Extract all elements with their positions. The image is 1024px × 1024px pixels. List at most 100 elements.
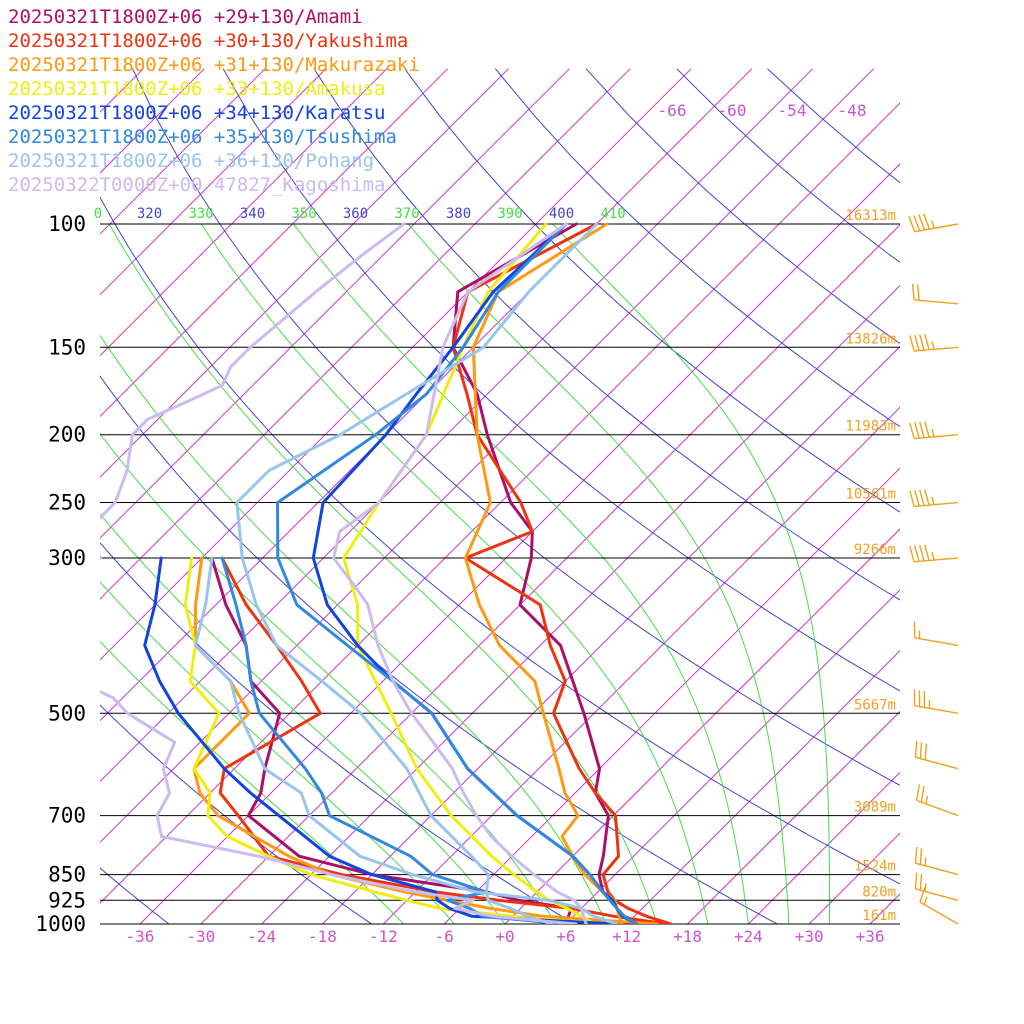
height-label: 11983m (845, 419, 896, 435)
height-label: 3089m (854, 800, 896, 816)
wind-barb (909, 544, 959, 563)
pressure-label: 925 (48, 888, 86, 912)
wind-barb (913, 621, 959, 647)
dewpoint-profile-line (143, 556, 618, 924)
dry-adiabat-line (100, 704, 372, 924)
temperature-profile-line (451, 222, 673, 924)
temperature-profile-line (332, 222, 588, 924)
isotherm-line (100, 68, 266, 235)
isotherm-line (626, 649, 900, 924)
wind-barb (919, 886, 959, 925)
temperature-tick-label: -36 (126, 927, 155, 946)
pressure-label: 100 (48, 212, 86, 236)
theta-label: 380 (446, 206, 471, 222)
isotherm-line (443, 467, 900, 924)
wind-barb (914, 741, 959, 770)
upper-temperature-label: -60 (718, 101, 747, 120)
moist-adiabat-line (552, 223, 830, 924)
isotherm-line (100, 68, 692, 661)
legend-item: 20250321T1800Z+06 +35+130/Tsushima (8, 126, 397, 148)
wind-barb (909, 333, 959, 352)
legend-item: 20250321T1800Z+06 +30+130/Yakushima (8, 30, 409, 52)
dry-adiabat-line (132, 68, 900, 786)
wind-barb (915, 784, 959, 817)
pressure-label: 850 (48, 863, 86, 887)
theta-label: 0 (94, 206, 102, 222)
dry-adiabat-line (494, 68, 900, 428)
legend-item: 20250321T1800Z+06 +33+130/Amakusa (8, 78, 386, 100)
dry-adiabat-line (585, 68, 900, 345)
pressure-label: 150 (48, 335, 86, 359)
upper-temperature-label: -54 (778, 101, 807, 120)
temperature-tick-label: +0 (495, 927, 514, 946)
theta-label: 410 (600, 206, 625, 222)
pressure-label: 500 (48, 701, 86, 725)
theta-label: 320 (137, 206, 162, 222)
temperature-tick-label: +30 (795, 927, 824, 946)
temperature-tick-label: -18 (308, 927, 337, 946)
isotherm-line (261, 284, 900, 924)
dewpoint-profile-line (193, 556, 618, 924)
height-label: 161m (862, 908, 896, 924)
theta-label: 400 (549, 206, 574, 222)
temperature-tick-label: +6 (556, 927, 575, 946)
wind-barb (909, 421, 959, 440)
temperature-profile-line (235, 222, 599, 924)
pressure-label: 250 (48, 491, 86, 515)
isotherm-line (322, 345, 900, 924)
chart-legend: 20250321T1800Z+06 +29+130/Amami 20250321T… (8, 5, 420, 197)
pressure-label: 300 (48, 546, 86, 570)
upper-temperature-label: -66 (658, 101, 687, 120)
wind-barb (914, 846, 959, 876)
isotherm-line (100, 68, 753, 722)
wind-barb (908, 213, 959, 233)
wind-barb (913, 689, 959, 714)
temperature-profile-line (276, 222, 639, 924)
isotherm-line (100, 68, 449, 418)
temperature-tick-label: +18 (673, 927, 702, 946)
theta-label: 330 (188, 206, 213, 222)
wind-barb (911, 283, 959, 305)
legend-item: 20250322T0000Z+00 47827_Kagoshima (8, 174, 386, 196)
legend-item: 20250321T1800Z+06 +34+130/Karatsu (8, 102, 386, 124)
isotherm-line (100, 68, 570, 539)
isotherm-line (992, 69, 1024, 924)
dewpoint-profile-line (100, 222, 578, 924)
isotherm-line (931, 69, 1024, 924)
isotherm-line (100, 68, 509, 478)
height-label: 5667m (854, 697, 896, 713)
wind-barb (914, 872, 959, 901)
dry-adiabat-line (222, 68, 900, 692)
height-label: 13826m (845, 331, 896, 347)
isotherm-line (100, 68, 327, 296)
temperature-tick-label: -24 (247, 927, 276, 946)
isotherm-line (687, 710, 900, 924)
dry-adiabat-line (313, 68, 900, 601)
theta-label: 370 (394, 206, 419, 222)
pressure-label: 700 (48, 804, 86, 828)
dewpoint-profile-line (183, 556, 608, 924)
height-label: 820m (862, 884, 896, 900)
dry-adiabat-line (100, 867, 170, 924)
dry-adiabat-line (100, 196, 900, 885)
isotherm-line (100, 68, 874, 844)
dewpoint-profile-line (218, 556, 669, 924)
pressure-label: 1000 (35, 912, 86, 936)
dewpoint-profile-line (210, 556, 573, 924)
legend-item: 20250321T1800Z+06 +29+130/Amami (8, 6, 363, 28)
pressure-label: 200 (48, 423, 86, 447)
temperature-tick-label: -30 (186, 927, 215, 946)
isotherm-line (100, 68, 631, 600)
theta-label: 360 (343, 206, 368, 222)
legend-item: 20250321T1800Z+06 +36+130/Pohang (8, 150, 375, 172)
temperature-tick-label: +12 (612, 927, 641, 946)
dry-adiabat-line (404, 68, 900, 513)
height-label: 9266m (854, 542, 896, 558)
isotherm-line (565, 589, 900, 924)
isotherm-line (504, 528, 900, 924)
theta-label: 350 (291, 206, 316, 222)
temperature-tick-label: +24 (734, 927, 763, 946)
legend-item: 20250321T1800Z+06 +31+130/Makurazaki (8, 54, 420, 76)
theta-label: 390 (497, 206, 522, 222)
